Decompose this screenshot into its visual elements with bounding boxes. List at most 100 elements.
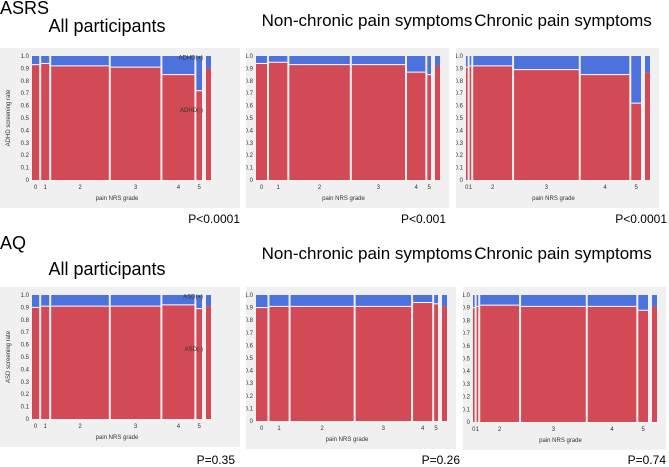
y-tick-label: 0.7 bbox=[21, 91, 30, 97]
negative-segment-bar bbox=[269, 62, 288, 181]
negative-segment-bar bbox=[41, 306, 50, 419]
x-axis-label: pain NRS grade bbox=[96, 435, 139, 441]
y-tick-label: 0 bbox=[26, 417, 30, 423]
chart-panel-asrs-nonchronic: 0 0.1 0.2 0.3 0.4 0.5 0.6 0.7 0.8 0.9 1.0 0 1 2 3 4 5 pai… bbox=[245, 48, 449, 208]
y-tick-label: 0.9 bbox=[21, 66, 30, 72]
y-tick-label: 0.9 bbox=[21, 305, 30, 311]
positive-segment-bar bbox=[269, 56, 288, 63]
chart-panel-aq-all: ASD screening rate 0 0.1 0.2 0.3 0.4 0.5 0.6 0.7… bbox=[0, 287, 240, 447]
negative-segment-bar bbox=[521, 306, 586, 422]
overall-positive-bar bbox=[206, 295, 211, 307]
x-tick-label: 5 bbox=[634, 185, 638, 191]
negative-segment-bar bbox=[351, 64, 405, 180]
y-tick-label: 0.8 bbox=[463, 318, 471, 324]
y-tick-label: 0.2 bbox=[21, 153, 30, 159]
overall-negative-bar bbox=[442, 306, 447, 421]
y-tick-label: 0.3 bbox=[21, 141, 30, 147]
y-tick-label: 0.5 bbox=[456, 116, 464, 122]
positive-segment-bar bbox=[407, 56, 426, 73]
y-tick-label: 0.2 bbox=[246, 394, 254, 400]
y-tick-label: 0.4 bbox=[463, 369, 471, 375]
x-tick-label: 3 bbox=[545, 185, 549, 191]
chart-panel-asrs-chronic: 0 0.1 0.2 0.3 0.4 0.5 0.6 0.7 0.8 0.9 1.0 0 1 2 3 4 5 pai… bbox=[455, 48, 659, 208]
x-tick-label: 1 bbox=[276, 185, 280, 191]
chart-title-asrs-chronic: Chronic pain symptoms bbox=[474, 11, 652, 30]
y-tick-label: 0.8 bbox=[21, 318, 30, 324]
x-tick-label: 2 bbox=[498, 427, 502, 433]
y-tick-label: 0.7 bbox=[246, 91, 254, 97]
y-axis-label: ASD screening rate bbox=[6, 330, 12, 383]
positive-segment-bar bbox=[413, 295, 433, 303]
negative-segment-bar bbox=[514, 69, 579, 180]
y-tick-label: 0.1 bbox=[456, 166, 464, 172]
y-axis-label: ADHD screening rate bbox=[6, 89, 12, 146]
positive-segment-bar bbox=[32, 295, 40, 308]
negative-segment-bar bbox=[256, 307, 268, 421]
positive-segment-bar bbox=[434, 295, 438, 304]
y-tick-label: 0.9 bbox=[246, 66, 254, 72]
positive-segment-bar bbox=[162, 295, 195, 305]
x-axis-label: pain NRS grade bbox=[532, 196, 575, 202]
p-value-asrs-nonchronic: P<0.001 bbox=[400, 212, 446, 226]
negative-segment-bar bbox=[269, 306, 289, 421]
negative-segment-bar bbox=[51, 306, 109, 419]
y-tick-label: 0.8 bbox=[456, 79, 464, 85]
negative-segment-bar bbox=[256, 63, 267, 180]
section-label-asrs: ASRS bbox=[0, 0, 50, 18]
positive-segment-bar bbox=[196, 295, 202, 309]
y-tick-label: 0.5 bbox=[463, 357, 471, 363]
negative-segment-bar bbox=[476, 306, 479, 422]
y-tick-label: 1.0 bbox=[21, 54, 30, 60]
x-tick-label: 0 bbox=[472, 427, 476, 433]
chart-title-asrs-nonchronic: Non-chronic pain symptoms bbox=[261, 11, 473, 30]
negative-segment-bar bbox=[51, 65, 109, 180]
positive-segment-bar bbox=[473, 56, 513, 66]
y-tick-label: 0.1 bbox=[21, 405, 30, 411]
y-tick-label: 0.1 bbox=[463, 407, 471, 413]
y-tick-label: 0.2 bbox=[456, 153, 464, 159]
negative-segment-bar bbox=[32, 64, 40, 180]
x-tick-label: 4 bbox=[603, 185, 607, 191]
chart-panel-asrs-all: ADHD screening rate 0 0.1 0.2 0.3 0.4 0.5 0.6 0.… bbox=[0, 48, 240, 208]
y-tick-label: 0.7 bbox=[463, 331, 471, 337]
negative-segment-bar bbox=[434, 303, 438, 421]
y-tick-label: 0.2 bbox=[463, 395, 471, 401]
negative-segment-bar bbox=[427, 74, 431, 180]
positive-segment-bar bbox=[514, 56, 579, 70]
y-tick-label: 0.6 bbox=[246, 343, 254, 349]
positive-segment-bar bbox=[476, 295, 479, 307]
negative-segment-bar bbox=[638, 310, 648, 422]
legend-positive-label: ADHD(+) bbox=[178, 56, 203, 62]
y-tick-label: 0.8 bbox=[21, 79, 30, 85]
positive-segment-bar bbox=[162, 56, 195, 75]
y-tick-label: 0.4 bbox=[21, 367, 30, 373]
x-tick-label: 5 bbox=[198, 424, 202, 430]
x-tick-label: 2 bbox=[318, 185, 322, 191]
positive-segment-bar bbox=[638, 295, 648, 311]
p-value-aq-all: P=0.35 bbox=[196, 453, 235, 467]
chart-panel-aq-chronic: 0 0.1 0.2 0.3 0.4 0.5 0.6 0.7 0.8 0.9 1.0 0 1 2 3 4 5 pai… bbox=[462, 287, 666, 450]
overall-negative-bar bbox=[206, 306, 211, 419]
y-tick-label: 0.4 bbox=[246, 369, 254, 375]
y-tick-label: 0.6 bbox=[456, 104, 464, 110]
y-tick-label: 0.4 bbox=[246, 128, 254, 134]
y-tick-label: 0.6 bbox=[21, 343, 30, 349]
x-tick-label: 1 bbox=[44, 185, 48, 191]
x-tick-label: 2 bbox=[320, 426, 324, 432]
y-tick-label: 1.0 bbox=[456, 54, 464, 60]
y-tick-label: 0.8 bbox=[246, 318, 254, 324]
negative-segment-bar bbox=[466, 67, 468, 180]
positive-segment-bar bbox=[196, 56, 202, 91]
x-axis-label: pain NRS grade bbox=[96, 196, 139, 202]
negative-segment-bar bbox=[580, 74, 630, 180]
y-tick-label: 0 bbox=[250, 419, 254, 425]
positive-segment-bar bbox=[289, 56, 350, 65]
overall-positive-bar bbox=[652, 295, 657, 307]
legend-negative-label: ADHD(-) bbox=[180, 108, 203, 114]
mosaic-chart-asrs-nonchronic: 0 0.1 0.2 0.3 0.4 0.5 0.6 0.7 0.8 0.9 1.0 0 1 2 3 4 5 pai… bbox=[245, 54, 440, 202]
positive-segment-bar bbox=[427, 56, 431, 75]
p-value-asrs-all: P<0.0001 bbox=[188, 212, 240, 226]
y-tick-label: 0.1 bbox=[21, 166, 30, 172]
y-tick-label: 0.4 bbox=[456, 128, 464, 134]
overall-positive-bar bbox=[206, 56, 211, 69]
